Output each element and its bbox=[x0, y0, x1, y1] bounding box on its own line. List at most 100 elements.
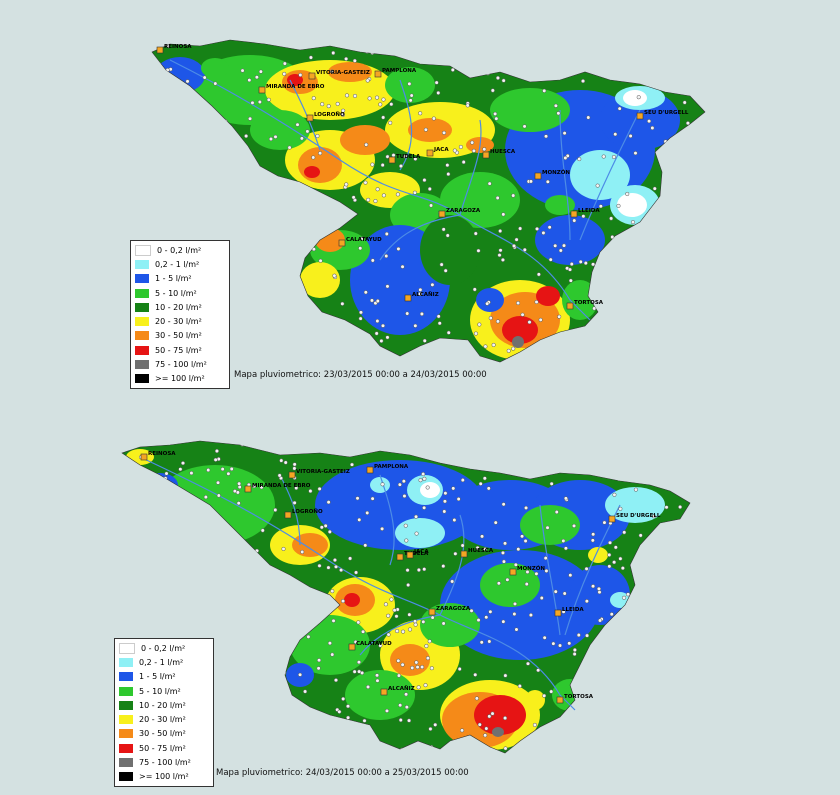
station-dot bbox=[538, 317, 543, 322]
station-dot bbox=[663, 740, 668, 745]
station-dot bbox=[182, 523, 187, 528]
station-dot bbox=[231, 254, 237, 260]
station-dot bbox=[656, 715, 661, 720]
station-dot bbox=[564, 64, 569, 69]
station-dot bbox=[264, 298, 269, 303]
station-dot bbox=[596, 681, 601, 686]
station-dot bbox=[501, 212, 506, 217]
station-dot bbox=[240, 68, 245, 73]
legend-swatch bbox=[135, 374, 149, 384]
city-marker bbox=[388, 156, 396, 164]
station-dot bbox=[682, 100, 687, 105]
station-dot bbox=[329, 317, 334, 322]
legend-entry: 5 - 10 l/m² bbox=[119, 684, 209, 698]
legend-entry: 50 - 75 l/m² bbox=[119, 741, 209, 755]
station-dot bbox=[681, 584, 686, 589]
station-dot bbox=[482, 476, 487, 481]
station-dot bbox=[501, 502, 506, 507]
station-dot bbox=[255, 561, 260, 566]
station-dot bbox=[170, 165, 176, 170]
station-dot bbox=[672, 747, 677, 753]
station-dot bbox=[520, 312, 525, 317]
station-dot bbox=[503, 59, 508, 64]
station-dot bbox=[633, 151, 638, 156]
station-dot bbox=[414, 531, 419, 536]
station-dot bbox=[483, 344, 488, 349]
station-dot bbox=[542, 447, 547, 452]
legend-swatch bbox=[135, 274, 149, 284]
station-dot bbox=[439, 262, 444, 267]
station-dot bbox=[260, 572, 265, 578]
station-dot bbox=[540, 43, 545, 48]
station-dot bbox=[228, 128, 234, 133]
station-dot bbox=[557, 314, 562, 319]
station-dot bbox=[169, 599, 174, 604]
station-dot bbox=[693, 288, 699, 293]
station-dot bbox=[396, 673, 401, 678]
station-dot bbox=[203, 495, 208, 500]
station-dot bbox=[485, 45, 490, 50]
station-dot bbox=[364, 142, 369, 147]
station-dot bbox=[169, 604, 175, 610]
station-dot bbox=[464, 53, 469, 58]
legend-swatch bbox=[119, 642, 135, 654]
station-dot bbox=[271, 329, 276, 334]
station-dot bbox=[578, 43, 583, 49]
station-dot bbox=[233, 692, 238, 697]
station-dot bbox=[423, 127, 428, 132]
station-dot bbox=[525, 569, 530, 575]
station-dot bbox=[252, 484, 257, 489]
station-dot bbox=[193, 613, 198, 618]
station-dot bbox=[336, 352, 341, 357]
station-dot bbox=[542, 693, 547, 698]
station-dot bbox=[500, 257, 505, 262]
city-marker bbox=[380, 688, 388, 696]
station-dot bbox=[341, 108, 346, 113]
station-dot bbox=[689, 89, 694, 95]
station-dot bbox=[652, 186, 657, 191]
legend-entry: 30 - 50 l/m² bbox=[135, 329, 225, 343]
station-dot bbox=[358, 43, 363, 48]
station-dot bbox=[308, 55, 313, 60]
city-marker bbox=[636, 112, 644, 120]
station-dot bbox=[545, 179, 550, 184]
station-dot bbox=[568, 278, 573, 283]
city-label: ALCAÑIZ bbox=[388, 685, 415, 692]
station-dot bbox=[386, 632, 391, 637]
station-dot bbox=[673, 485, 679, 490]
station-dot bbox=[275, 178, 280, 183]
station-dot bbox=[483, 733, 488, 738]
station-dot bbox=[396, 658, 401, 663]
station-dot bbox=[576, 720, 581, 725]
station-dot bbox=[340, 599, 346, 604]
station-dot bbox=[679, 263, 684, 269]
station-dot bbox=[252, 304, 257, 309]
station-dot bbox=[452, 148, 457, 153]
station-dot bbox=[332, 273, 337, 278]
station-dot bbox=[331, 50, 336, 55]
station-dot bbox=[429, 203, 434, 208]
station-dot bbox=[278, 603, 283, 608]
city-marker bbox=[608, 515, 616, 523]
station-dot bbox=[536, 668, 541, 673]
station-dot bbox=[576, 633, 581, 638]
station-dot bbox=[491, 342, 496, 347]
legend-entry: 1 - 5 l/m² bbox=[135, 272, 225, 286]
station-dot bbox=[406, 582, 411, 588]
station-dot bbox=[450, 67, 455, 72]
station-dot bbox=[247, 287, 252, 292]
station-dot bbox=[360, 236, 365, 241]
station-dot bbox=[572, 647, 577, 653]
station-dot bbox=[260, 173, 266, 178]
station-dot bbox=[626, 592, 631, 597]
station-dot bbox=[609, 216, 614, 221]
station-dot bbox=[505, 577, 510, 582]
station-dot bbox=[198, 116, 203, 122]
station-dot bbox=[412, 190, 417, 195]
station-dot bbox=[185, 79, 190, 84]
station-dot bbox=[661, 724, 666, 729]
station-dot bbox=[422, 338, 427, 343]
station-dot bbox=[373, 199, 378, 204]
station-dot bbox=[586, 327, 591, 332]
station-dot bbox=[410, 665, 415, 670]
